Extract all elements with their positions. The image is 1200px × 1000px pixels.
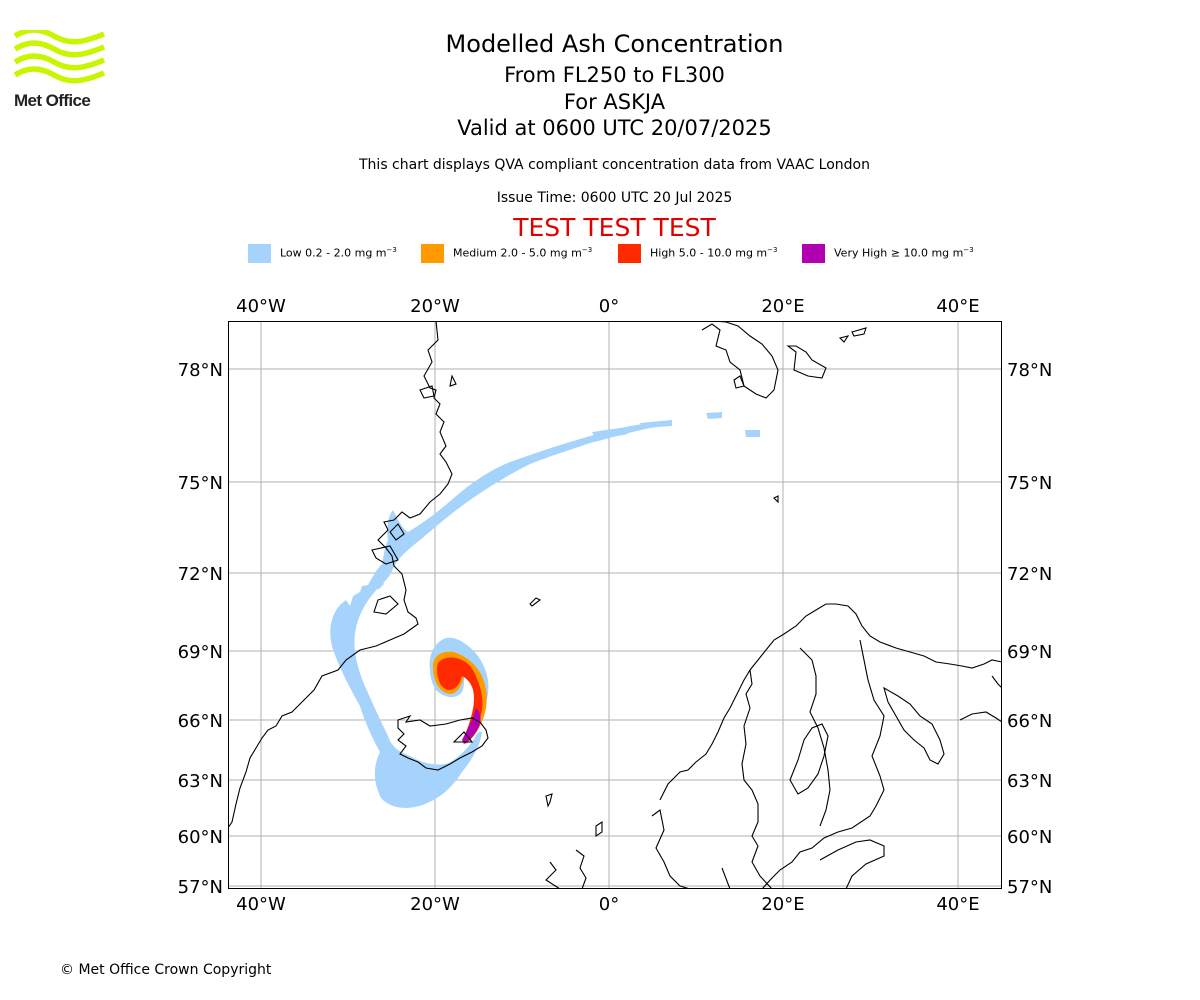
legend-label-high: High 5.0 - 10.0 mg m−3 [650, 246, 778, 260]
latitude-label-right: 78°N [1007, 360, 1052, 381]
flight-level-range: From FL250 to FL300 [504, 63, 725, 87]
logo-wave-1 [14, 30, 106, 45]
map-gridlines [228, 321, 1002, 889]
logo-wave-2 [14, 40, 106, 58]
legend-label-very-high: Very High ≥ 10.0 mg m−3 [834, 246, 974, 260]
legend-swatch-high [618, 244, 641, 263]
latitude-label-right: 66°N [1007, 711, 1052, 732]
longitude-label-top: 20°E [761, 296, 804, 317]
latitude-label-right: 72°N [1007, 564, 1052, 585]
legend-swatch-medium [421, 244, 444, 263]
latitude-label-left: 69°N [178, 642, 223, 663]
latitude-label-right: 75°N [1007, 473, 1052, 494]
longitude-label-top: 20°W [410, 296, 460, 317]
qva-disclaimer: This chart displays QVA compliant concen… [359, 157, 870, 173]
latitude-label-left: 63°N [178, 771, 223, 792]
test-banner: TEST TEST TEST [513, 213, 716, 242]
longitude-label-bottom: 0° [599, 894, 619, 915]
legend-label-low: Low 0.2 - 2.0 mg m−3 [280, 246, 397, 260]
map-frame [228, 321, 1002, 889]
met-office-logo: Met Office [14, 30, 108, 112]
chart-title: Modelled Ash Concentration [445, 30, 784, 58]
longitude-label-bottom: 40°W [236, 894, 286, 915]
valid-time: Valid at 0600 UTC 20/07/2025 [457, 116, 772, 140]
latitude-label-left: 60°N [178, 827, 223, 848]
coastlines [228, 321, 1002, 889]
met-office-waves-icon [14, 30, 106, 84]
latitude-label-left: 57°N [178, 877, 223, 898]
latitude-label-right: 57°N [1007, 877, 1052, 898]
longitude-label-bottom: 40°E [936, 894, 979, 915]
issue-time: Issue Time: 0600 UTC 20 Jul 2025 [496, 190, 733, 206]
legend-swatch-very-high [802, 244, 825, 263]
logo-wave-3 [14, 53, 106, 71]
longitude-label-bottom: 20°W [410, 894, 460, 915]
longitude-label-top: 0° [599, 296, 619, 317]
latitude-label-right: 69°N [1007, 642, 1052, 663]
longitude-label-bottom: 20°E [761, 894, 804, 915]
legend-swatch-low [248, 244, 271, 263]
ash-zone-low [330, 412, 760, 808]
latitude-label-right: 60°N [1007, 827, 1052, 848]
latitude-label-right: 63°N [1007, 771, 1052, 792]
latitude-label-left: 75°N [178, 473, 223, 494]
latitude-label-left: 66°N [178, 711, 223, 732]
longitude-label-top: 40°E [936, 296, 979, 317]
latitude-label-left: 78°N [178, 360, 223, 381]
legend-label-medium: Medium 2.0 - 5.0 mg m−3 [453, 246, 593, 260]
volcano-name: For ASKJA [563, 90, 666, 114]
copyright-notice: © Met Office Crown Copyright [60, 962, 272, 978]
logo-wave-4 [14, 66, 106, 84]
longitude-label-top: 40°W [236, 296, 286, 317]
latitude-label-left: 72°N [178, 564, 223, 585]
met-office-wordmark: Met Office [14, 91, 91, 110]
